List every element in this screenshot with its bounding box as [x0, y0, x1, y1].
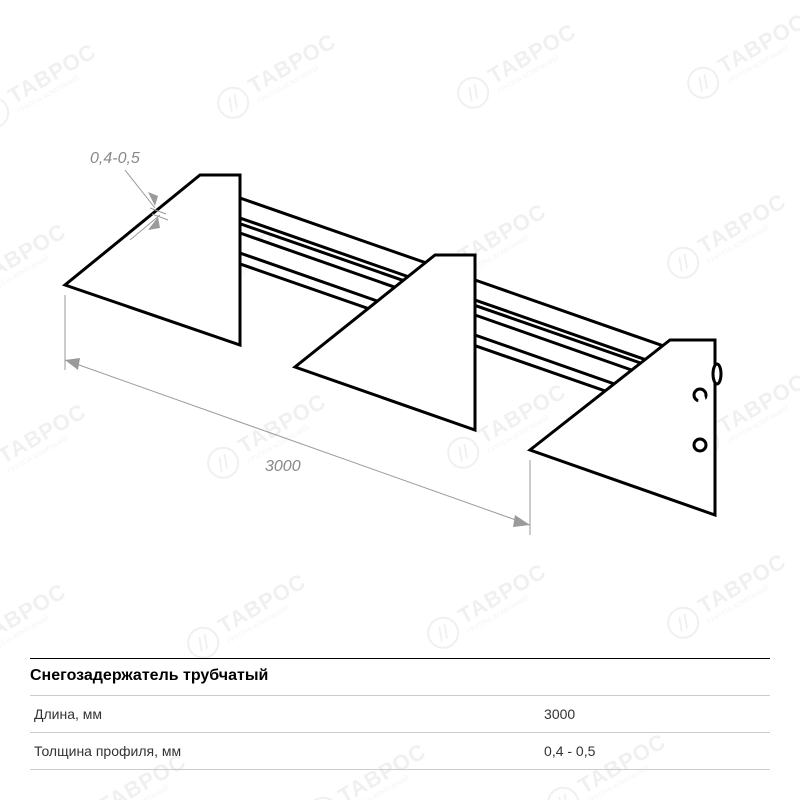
- spec-value: 0,4 - 0,5: [264, 733, 770, 770]
- dim-length-label: 3000: [265, 458, 301, 476]
- dim-thickness-label: 0,4-0,5: [90, 150, 140, 168]
- spec-label: Длина, мм: [30, 696, 264, 733]
- table-row: Длина, мм 3000: [30, 696, 770, 733]
- spec-label: Толщина профиля, мм: [30, 733, 264, 770]
- spec-title: Снегозадержатель трубчатый: [30, 658, 770, 695]
- spec-table-region: Снегозадержатель трубчатый Длина, мм 300…: [30, 658, 770, 770]
- table-row: Толщина профиля, мм 0,4 - 0,5: [30, 733, 770, 770]
- spec-value: 3000: [264, 696, 770, 733]
- spec-table: Длина, мм 3000 Толщина профиля, мм 0,4 -…: [30, 695, 770, 770]
